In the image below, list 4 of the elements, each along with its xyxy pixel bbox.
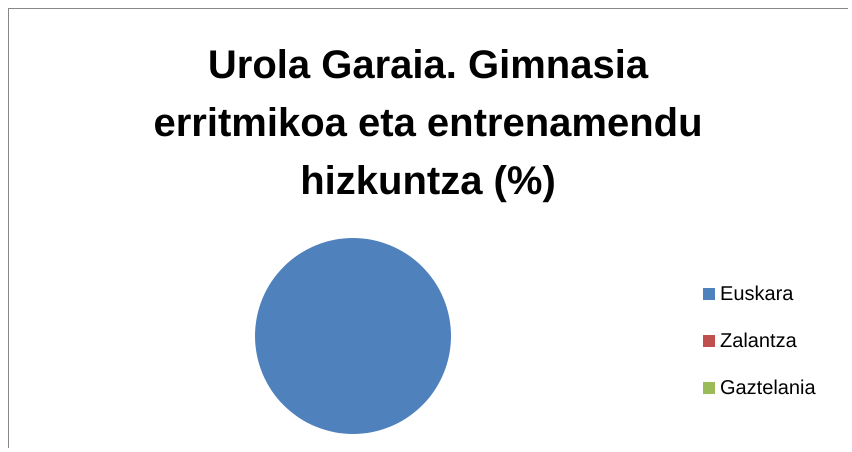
legend-label: Gaztelania <box>720 377 816 399</box>
chart-title: Urola Garaia. Gimnasia erritmikoa eta entrenamendu hizkuntza (%) <box>153 43 703 203</box>
legend-label: Zalantza <box>720 330 798 352</box>
legend-label: Euskara <box>720 283 794 305</box>
